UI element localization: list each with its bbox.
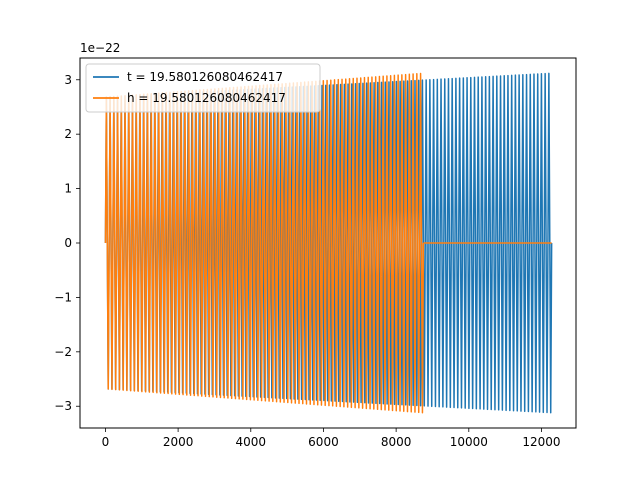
- x-tick-label: 12000: [522, 435, 560, 449]
- x-tick-label: 10000: [450, 435, 488, 449]
- x-tick-label: 2000: [163, 435, 194, 449]
- x-tick-label: 6000: [308, 435, 339, 449]
- y-tick-label: −1: [54, 290, 72, 304]
- legend-label-0: t = 19.580126080462417: [127, 70, 283, 84]
- y-tick-label: 0: [64, 236, 72, 250]
- x-axis: 0 2000 4000 6000 8000 10000 12000: [102, 428, 561, 449]
- series-1: [104, 72, 552, 414]
- legend-box: [85, 63, 321, 113]
- y-tick-label: 2: [64, 127, 72, 141]
- x-tick-label: 4000: [236, 435, 267, 449]
- y-tick-label: 1: [64, 182, 72, 196]
- y-offset-label: 1e−22: [80, 41, 120, 55]
- y-tick-label: 3: [64, 73, 72, 87]
- y-tick-label: −3: [54, 399, 72, 413]
- x-tick-label: 0: [102, 435, 110, 449]
- x-tick-label: 8000: [381, 435, 412, 449]
- legend-label-1: h = 19.580126080462417: [127, 91, 286, 105]
- y-axis: −3 −2 −1 0 1 2 3: [54, 73, 80, 413]
- legend: t = 19.580126080462417 h = 19.58012608046…: [85, 63, 321, 113]
- y-tick-label: −2: [54, 345, 72, 359]
- series-line-1: [104, 72, 552, 414]
- series-layer: [104, 72, 553, 414]
